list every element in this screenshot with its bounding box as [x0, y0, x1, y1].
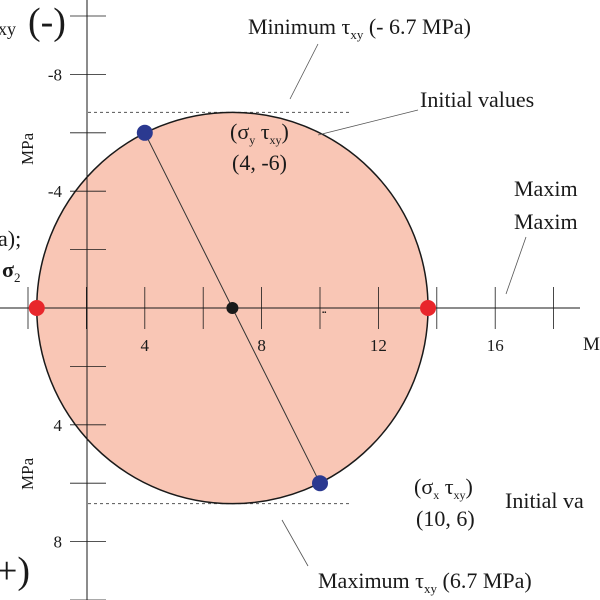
initial-values-label-bottom: Initial va — [505, 488, 584, 513]
tau-tick-label: -4 — [48, 182, 63, 201]
tau-tick-label: -8 — [48, 65, 62, 84]
negative-sign-label: (-) — [28, 1, 66, 43]
point-x-pair-label: (σx τxy) — [414, 474, 473, 502]
initial-point-y — [136, 124, 153, 141]
positive-sign-label: +) — [0, 550, 30, 592]
initial-values-label-top: Initial values — [420, 87, 534, 112]
tau-unit-lower: MPa — [18, 457, 37, 490]
point-x-coords: (10, 6) — [416, 506, 475, 531]
sigma-min-point — [28, 300, 45, 316]
tau-axis-ticks: -8 -4 4 8 — [48, 15, 106, 600]
tau-tick-label: 4 — [54, 416, 63, 435]
tau-axis-label-fragment: xy — [0, 19, 16, 39]
min-tau-leader-line — [289, 43, 319, 100]
sigma-unit-fragment: M — [583, 334, 600, 355]
left-label-fragment: a); — [0, 226, 21, 251]
sigma-tick-label: 12 — [370, 336, 387, 355]
circle-center-point — [226, 302, 239, 314]
sigma-axis-ticks: 4 8 12 16 — [27, 287, 554, 355]
max-tau-label: Maximum τxy (6.7 MPa) — [318, 568, 532, 596]
small-mark: ▪▪ — [322, 310, 326, 316]
point-y-pair-label: (σy τxy) — [230, 119, 289, 147]
maximum-label-line-2: Maxim — [514, 209, 578, 234]
tau-tick-label: 8 — [54, 533, 63, 552]
initial-point-x — [312, 475, 328, 492]
sigma-2-label: σ2 — [2, 257, 20, 285]
maximum-sigma-leader-line — [505, 236, 527, 295]
maximum-label-line-1: Maxim — [514, 176, 578, 201]
point-y-coords: (4, -6) — [232, 150, 287, 175]
sigma-tick-label: 16 — [487, 336, 504, 355]
sigma-max-point — [420, 300, 437, 316]
sigma-tick-label: 8 — [257, 336, 266, 355]
min-tau-label: Minimum τxy (- 6.7 MPa) — [248, 14, 471, 42]
initial-values-leader-line — [317, 109, 419, 136]
sigma-tick-label: 4 — [141, 336, 150, 355]
max-tau-leader-line — [281, 519, 309, 567]
tau-unit-upper: MPa — [18, 132, 37, 165]
